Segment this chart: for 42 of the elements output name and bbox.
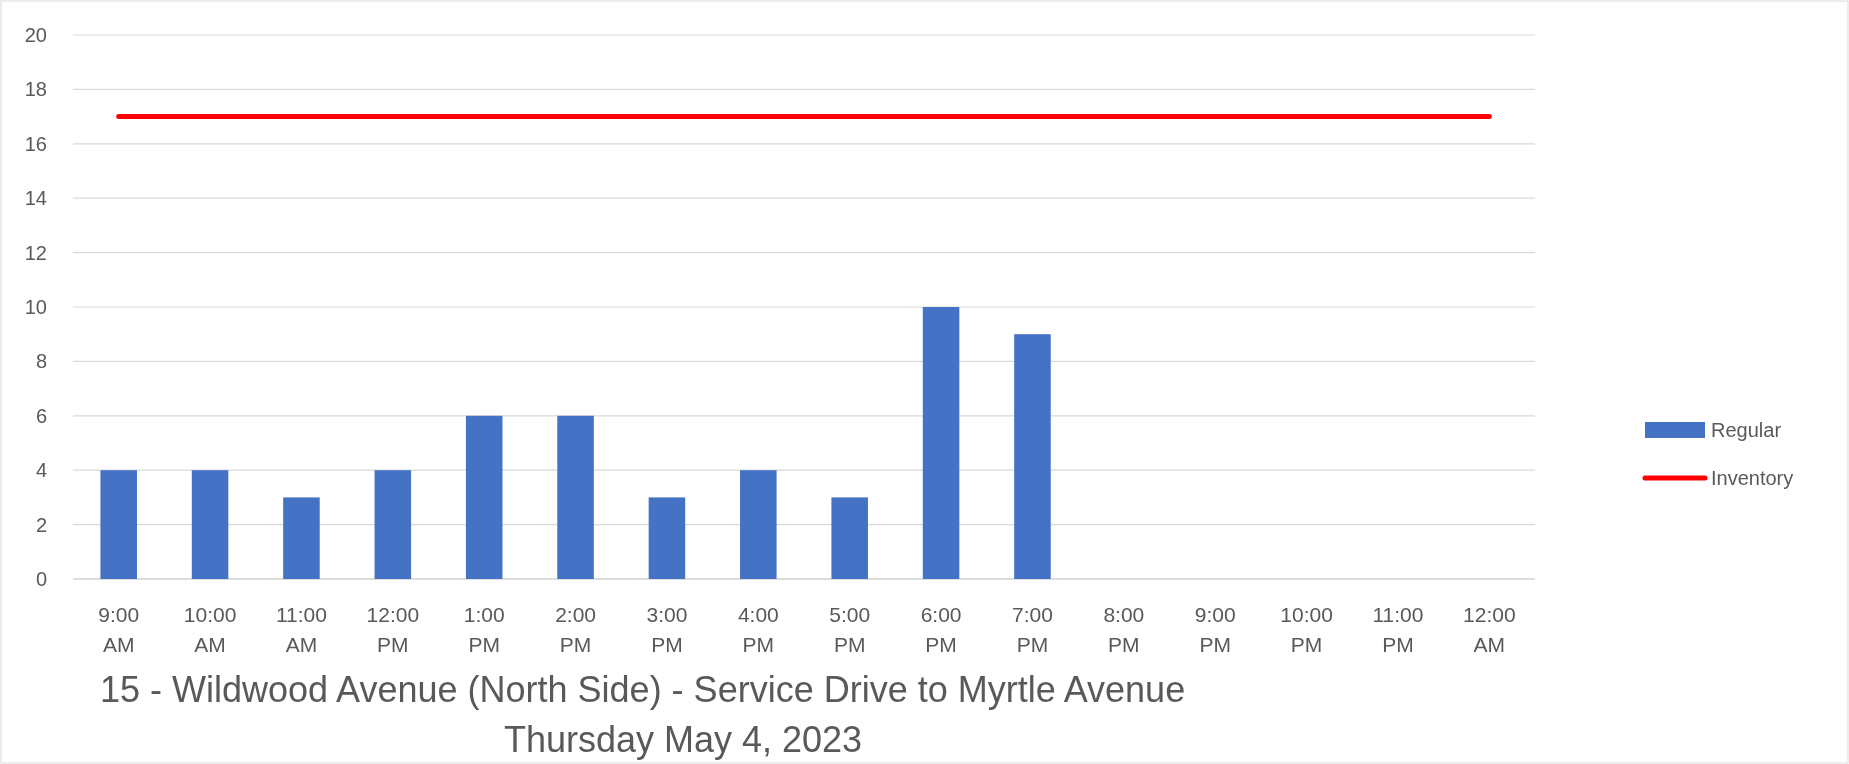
x-tick-label: 11:00 PM — [1372, 603, 1424, 656]
y-tick-label: 18 — [24, 78, 47, 101]
x-tick-label: 3:00 PM — [646, 603, 688, 656]
y-tick-label: 16 — [24, 132, 47, 155]
x-tick-label: 9:00 PM — [1194, 603, 1236, 656]
bar — [100, 470, 137, 579]
y-tick-label: 6 — [35, 404, 47, 427]
bar — [557, 415, 594, 579]
y-tick-label: 14 — [24, 187, 47, 210]
bar — [740, 470, 777, 579]
y-tick-label: 8 — [35, 350, 47, 373]
legend-label: Regular — [1711, 419, 1782, 441]
bar — [922, 307, 960, 579]
bar — [465, 415, 503, 579]
x-tick-label: 1:00 PM — [463, 603, 505, 656]
bar — [648, 497, 686, 579]
text: Thursday May 4, 2023 — [503, 719, 863, 760]
x-tick-label: 8:00 PM — [1103, 603, 1145, 656]
x-tick-label: 12:00 AM — [1463, 603, 1516, 656]
x-tick-label: 7:00 PM — [1012, 603, 1053, 656]
y-tick-label: 0 — [35, 568, 47, 590]
x-tick-label: 6:00 PM — [920, 603, 962, 656]
bar — [374, 470, 412, 579]
x-tick-label: 11:00 AM — [275, 603, 327, 656]
bar — [283, 497, 320, 579]
x-tick-label: 4:00 PM — [737, 603, 779, 656]
y-tick-label: 20 — [24, 24, 47, 46]
bar — [191, 470, 229, 579]
y-tick-label: 2 — [35, 513, 47, 536]
y-tick-label: 10 — [24, 296, 47, 318]
text: 15 - Wildwood Avenue (North Side) - Service Drive to Myrtle Avenue — [100, 669, 1186, 710]
x-tick-label: 5:00 PM — [829, 603, 871, 656]
x-tick-label: 2:00 PM — [555, 603, 596, 656]
x-tick-label: 12:00 PM — [366, 603, 420, 656]
legend-label: Inventory — [1711, 467, 1794, 489]
x-tick-label: 10:00 AM — [183, 603, 237, 656]
y-tick-label: 4 — [35, 459, 47, 482]
y-tick-label: 12 — [24, 241, 47, 264]
bar — [831, 497, 868, 579]
bar — [1014, 334, 1051, 579]
x-tick-label: 9:00 AM — [98, 603, 140, 656]
x-tick-label: 10:00 PM — [1280, 603, 1333, 656]
